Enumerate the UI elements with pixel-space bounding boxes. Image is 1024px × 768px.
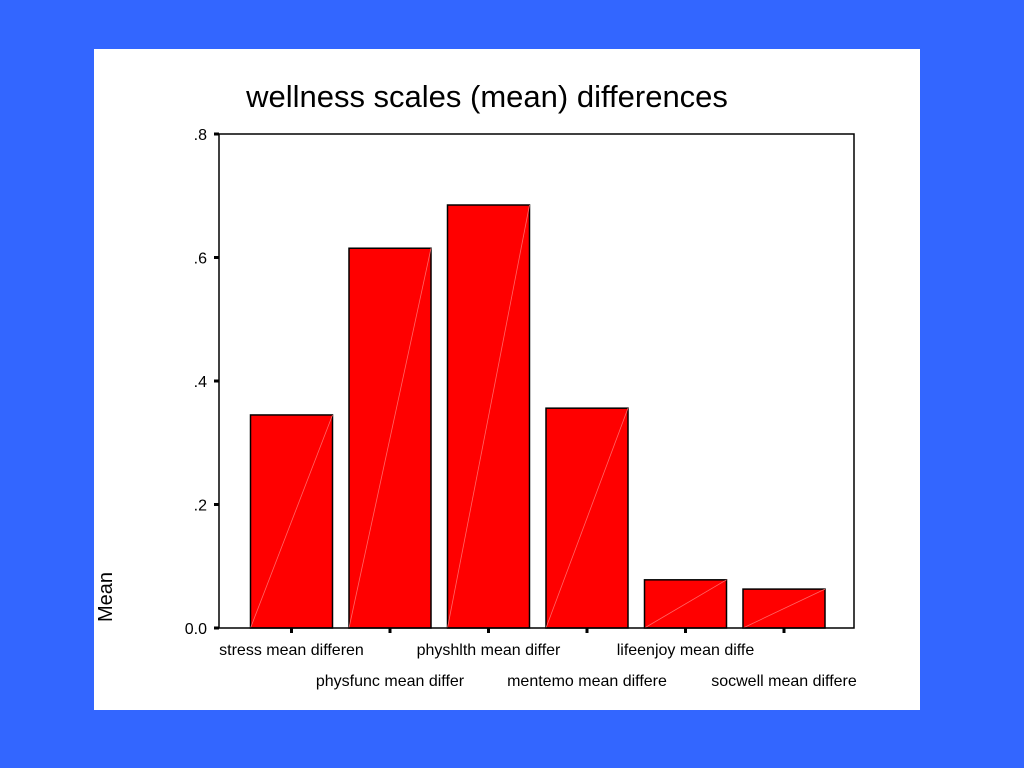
- slide-panel: wellness scales (mean) differences Mean …: [94, 49, 920, 710]
- bar-diagonal-stroke: [447, 204, 530, 629]
- y-tick-label: .4: [194, 374, 207, 391]
- x-category-label: lifeenjoy mean diffe: [617, 642, 755, 659]
- x-category-label: physfunc mean differ: [316, 673, 465, 690]
- bar-chart: wellness scales (mean) differences Mean …: [95, 79, 857, 690]
- y-tick-label: 0.0: [185, 621, 207, 638]
- y-tick-label: .8: [194, 127, 207, 144]
- bar-diagonal-stroke: [250, 414, 333, 629]
- y-tick-label: .2: [194, 498, 207, 515]
- x-category-label: socwell mean differe: [711, 673, 857, 690]
- y-axis-title: Mean: [95, 572, 117, 622]
- y-axis: 0.0 .2 .4 .6 .8: [185, 127, 219, 638]
- bar-diagonal-stroke: [644, 579, 727, 629]
- x-category-label: stress mean differen: [219, 642, 364, 659]
- x-axis: stress mean differen physfunc mean differ…: [219, 628, 857, 690]
- x-category-label: mentemo mean differe: [507, 673, 667, 690]
- bar-diagonal-stroke: [545, 408, 629, 629]
- y-tick-label: .6: [194, 251, 207, 268]
- bar-diagonal-stroke: [742, 588, 826, 629]
- bars-layer: [249, 204, 826, 629]
- bar-diagonal-stroke: [348, 248, 432, 629]
- x-category-label: physhlth mean differ: [417, 642, 561, 659]
- chart-title: wellness scales (mean) differences: [245, 79, 728, 114]
